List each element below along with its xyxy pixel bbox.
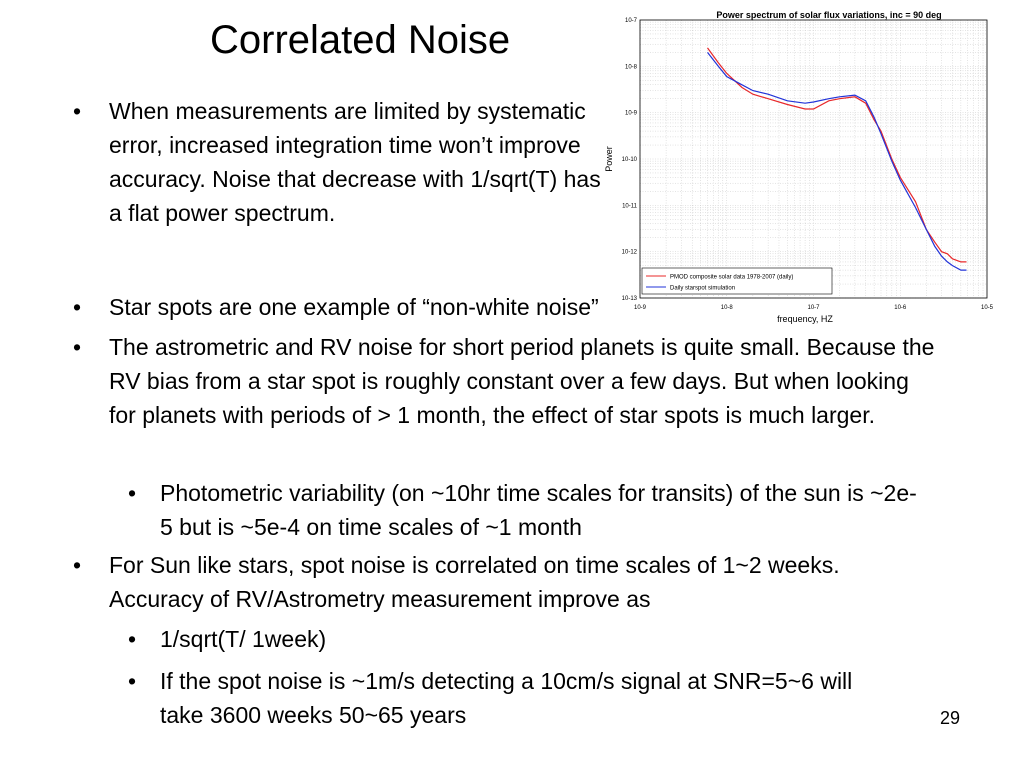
bullet-dot: •	[73, 294, 82, 320]
y-tick-label: 10-9	[625, 111, 638, 117]
y-tick-label: 10-10	[622, 157, 638, 163]
bullet-4: • For Sun like stars, spot noise is corr…	[73, 548, 939, 616]
bullet-dot: •	[73, 552, 82, 578]
x-tick-label: 10-7	[807, 305, 820, 311]
bullet-dot: •	[73, 98, 82, 124]
x-tick-label: 10-9	[634, 305, 647, 311]
bullet-dot: •	[128, 480, 137, 506]
chart-grid	[639, 20, 987, 299]
sub-bullet-3: • If the spot noise is ~1m/s detecting a…	[128, 664, 860, 732]
page-number: 29	[940, 708, 961, 728]
bullet-text: When measurements are limited by systema…	[109, 98, 601, 226]
power-spectrum-chart: Power spectrum of solar flux variations,…	[604, 10, 994, 324]
bullet-text: 1/sqrt(T/ 1week)	[160, 626, 327, 652]
bullet-text: For Sun like stars, spot noise is correl…	[109, 552, 840, 612]
legend-label-2: Daily starspot simulation	[670, 286, 735, 292]
bullet-dot: •	[128, 626, 137, 652]
slide-title: Correlated Noise	[210, 18, 511, 62]
bullet-2: • Star spots are one example of “non-whi…	[73, 290, 729, 324]
chart-legend: PMOD composite solar data 1978-2007 (dai…	[641, 267, 833, 295]
x-axis-label: frequency, HZ	[777, 314, 833, 324]
bullet-text: If the spot noise is ~1m/s detecting a 1…	[160, 668, 853, 728]
legend-box	[641, 267, 833, 295]
series-line-1	[707, 47, 967, 263]
series-line-2	[707, 52, 967, 271]
legend-label-1: PMOD composite solar data 1978-2007 (dai…	[670, 275, 793, 281]
y-axis-label: Power	[604, 146, 614, 172]
y-tick-label: 10-12	[622, 250, 638, 256]
bullet-3: • The astrometric and RV noise for short…	[73, 330, 939, 432]
bullet-text: Photometric variability (on ~10hr time s…	[160, 480, 917, 540]
y-tick-label: 10-11	[622, 203, 638, 209]
plot-area-frame	[639, 19, 988, 299]
bullet-dot: •	[73, 334, 82, 360]
chart-ticks: 10-9 10-8 10-7 10-6 10-5 10-7 10-8 10-9 10-10 10-…	[622, 18, 994, 311]
chart-series-group	[707, 47, 967, 271]
y-tick-label: 10-13	[622, 296, 638, 302]
bullet-text: Star spots are one example of “non-white…	[109, 294, 599, 320]
y-tick-label: 10-7	[625, 18, 638, 24]
x-tick-label: 10-8	[721, 305, 734, 311]
sub-bullet-2: • 1/sqrt(T/ 1week)	[128, 622, 560, 656]
x-tick-label: 10-6	[894, 305, 907, 311]
bullet-dot: •	[128, 668, 137, 694]
x-tick-label: 10-5	[981, 305, 994, 311]
bullet-text: The astrometric and RV noise for short p…	[109, 334, 935, 428]
bullet-1: • When measurements are limited by syste…	[73, 94, 609, 230]
y-tick-label: 10-8	[625, 64, 638, 70]
sub-bullet-1: • Photometric variability (on ~10hr time…	[128, 476, 920, 544]
chart-title: Power spectrum of solar flux variations,…	[716, 10, 941, 20]
